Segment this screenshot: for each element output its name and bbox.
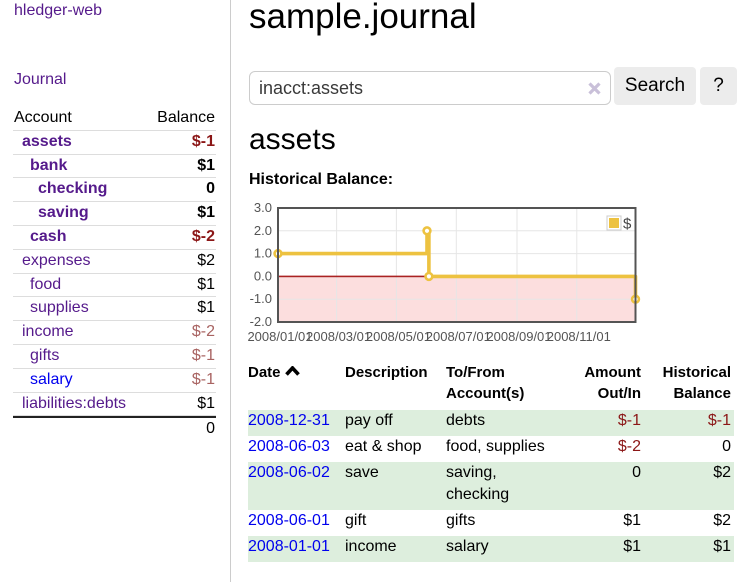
svg-text:2.0: 2.0: [254, 223, 272, 238]
svg-text:2008/03/01: 2008/03/01: [306, 329, 371, 344]
svg-text:1.0: 1.0: [254, 246, 272, 261]
svg-text:$: $: [623, 216, 632, 233]
svg-text:-2.0: -2.0: [250, 314, 272, 329]
svg-text:2008/05/01: 2008/05/01: [366, 329, 431, 344]
svg-text:2008/07/01: 2008/07/01: [426, 329, 491, 344]
svg-text:2008/09/01: 2008/09/01: [486, 329, 551, 344]
svg-text:3.0: 3.0: [254, 200, 272, 215]
svg-text:-1.0: -1.0: [250, 291, 272, 306]
svg-text:0.0: 0.0: [254, 268, 272, 283]
svg-text:2008/01/01: 2008/01/01: [247, 329, 312, 344]
svg-text:2008/11/01: 2008/11/01: [547, 329, 611, 344]
